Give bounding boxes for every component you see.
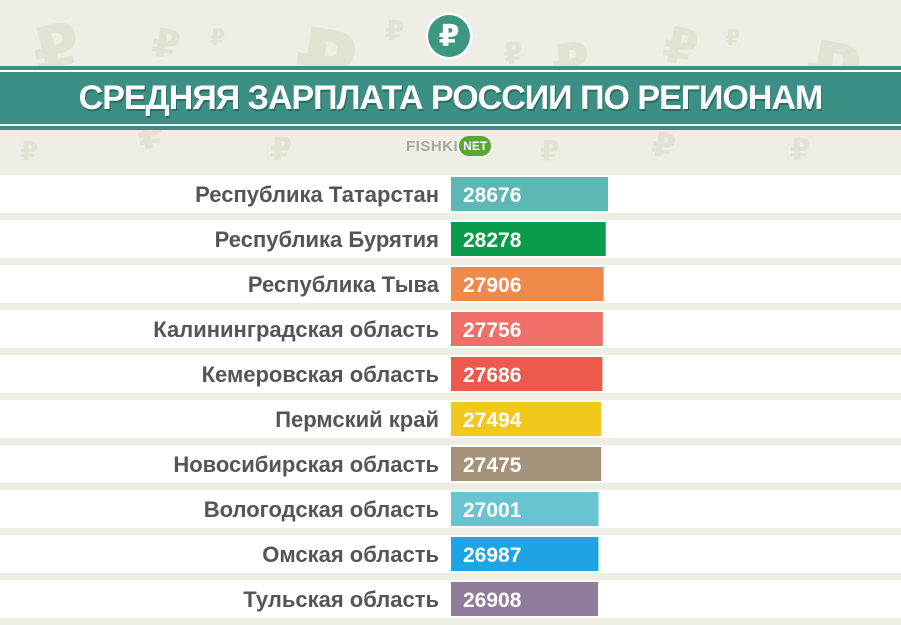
value-label: 27494	[463, 409, 522, 432]
bar-8	[451, 492, 599, 526]
row-background	[0, 175, 901, 213]
brand-badge: NET	[459, 136, 492, 156]
bar-9	[451, 537, 599, 571]
svg-text:₽: ₽	[385, 14, 404, 47]
title-banner: СРЕДНЯЯ ЗАРПЛАТА РОССИИ ПО РЕГИОНАМ	[0, 70, 901, 126]
svg-text:₽: ₽	[270, 130, 292, 168]
row-background	[0, 310, 901, 348]
row-background	[0, 535, 901, 573]
bar-4	[451, 312, 603, 346]
category-label: Республика Татарстан	[195, 182, 439, 207]
value-label: 28278	[463, 229, 522, 252]
category-label: Пермский край	[275, 407, 439, 432]
category-label: Новосибирская область	[173, 452, 439, 477]
row-background	[0, 580, 901, 618]
bar-chart: Республика Татарстан 28676 Республика Буря…	[0, 175, 901, 618]
category-label: Калининградская область	[153, 317, 439, 342]
value-label: 27001	[463, 499, 522, 522]
row-background	[0, 490, 901, 528]
row-background	[0, 445, 901, 483]
row-background	[0, 265, 901, 303]
brand-text: FISHKI	[406, 137, 459, 155]
value-label: 27686	[463, 364, 521, 387]
category-label: Кемеровская область	[202, 362, 439, 387]
category-label: Республика Бурятия	[215, 227, 439, 252]
brand-logo: FISHKI NET	[406, 135, 492, 157]
value-label: 27906	[463, 274, 521, 297]
row-background	[0, 220, 901, 258]
svg-text:₽: ₽	[540, 134, 559, 167]
category-label: Вологодская область	[204, 497, 439, 522]
row-background	[0, 400, 901, 438]
row-background	[0, 355, 901, 393]
bar-10	[451, 582, 598, 616]
svg-text:₽: ₽	[148, 20, 183, 70]
bar-5	[451, 357, 603, 391]
chart-title: СРЕДНЯЯ ЗАРПЛАТА РОССИИ ПО РЕГИОНАМ	[78, 78, 824, 117]
value-label: 26987	[463, 544, 521, 567]
svg-text:₽: ₽	[20, 137, 38, 167]
ruble-logo-icon: ₽	[425, 12, 473, 60]
category-label: Республика Тыва	[248, 272, 440, 297]
svg-text:₽: ₽	[500, 35, 527, 73]
svg-text:₽: ₽	[648, 124, 678, 168]
bar-1	[451, 177, 608, 211]
bar-2	[451, 222, 606, 256]
category-label: Тульская область	[243, 587, 439, 612]
bar-7	[451, 447, 602, 481]
value-label: 28676	[463, 184, 521, 207]
bar-3	[451, 267, 604, 301]
bar-6	[451, 402, 602, 436]
svg-text:₽: ₽	[790, 133, 811, 168]
svg-text:₽: ₽	[210, 26, 225, 51]
value-label: 26908	[463, 589, 522, 612]
value-label: 27756	[463, 319, 521, 342]
value-label: 27475	[463, 454, 522, 477]
category-label: Омская область	[262, 542, 439, 567]
svg-text:₽: ₽	[725, 26, 740, 51]
